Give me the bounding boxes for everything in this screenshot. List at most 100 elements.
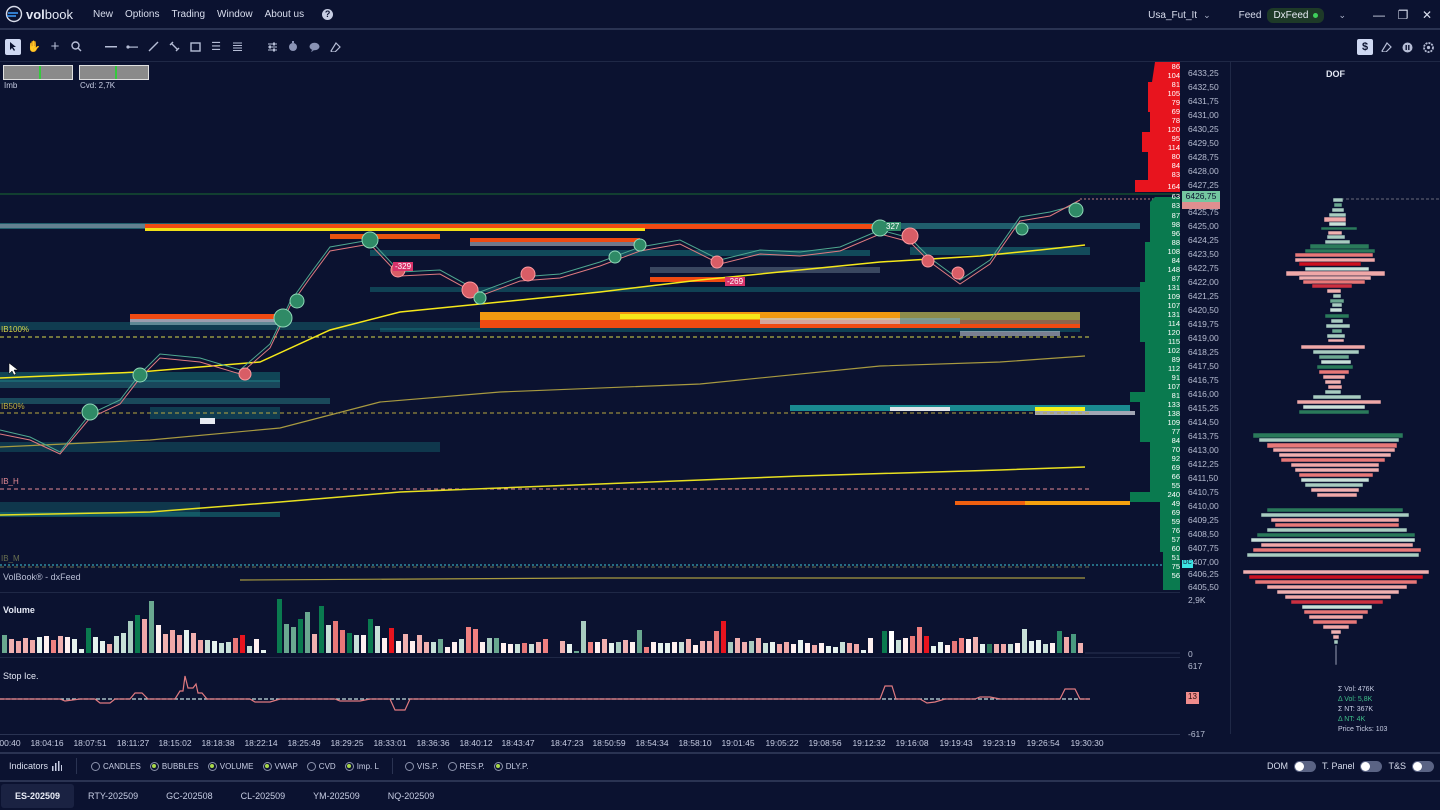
menu-about[interactable]: About us [264, 8, 305, 20]
dollar-icon[interactable]: $ [1357, 39, 1373, 55]
bid-size: 89 [1171, 355, 1180, 364]
heatmap-chart[interactable]: Imb Cvd: 2,7K IB100% IB50% IB_H IB_M Vol… [0, 62, 1180, 590]
time-tick: 19:19:43 [939, 738, 973, 748]
ts-toggle[interactable] [1412, 760, 1434, 772]
price-tick: 6419,00 [1188, 333, 1219, 343]
pause-icon[interactable] [1399, 39, 1415, 55]
ask-size: 78 [1171, 116, 1180, 125]
price-tick: 6427,25 [1188, 180, 1219, 190]
price-tick: 6406,25 [1188, 569, 1219, 579]
menu-new[interactable]: New [93, 8, 114, 20]
radio-dly-p[interactable]: DLY.P. [493, 761, 528, 771]
feed-selector[interactable]: DxFeed [1267, 7, 1325, 23]
ask-size: 95 [1171, 134, 1180, 143]
multi-lines-icon[interactable] [229, 39, 245, 55]
ray-icon[interactable] [124, 39, 140, 55]
indicators-bar: Indicators CANDLES BUBBLES VOLUME VWAP C… [0, 752, 1440, 778]
indicators-button[interactable]: Indicators [9, 761, 63, 771]
fib-icon[interactable] [166, 39, 182, 55]
bubble-label-327: 327 [884, 222, 902, 231]
volume-pane[interactable]: Volume [0, 592, 1180, 654]
bid-size: 81 [1171, 391, 1180, 400]
cvd-gauge [79, 65, 149, 80]
stop-current-value: 13 [1186, 692, 1199, 704]
restore-button[interactable]: ❐ [1397, 8, 1409, 22]
radio-vwap[interactable]: VWAP [262, 761, 298, 771]
tab-nq[interactable]: NQ-202509 [387, 791, 435, 801]
stop-ice-pane[interactable]: Stop Ice. [0, 657, 1180, 733]
time-tick: 18:07:51 [73, 738, 107, 748]
price-axis[interactable]: 6433,25 6432,50 6431,75 6431,00 6430,25 … [1180, 62, 1228, 602]
hand-icon[interactable]: ✋ [27, 41, 41, 53]
ask-size: 104 [1167, 71, 1180, 80]
eraser-icon[interactable] [1378, 39, 1394, 55]
title-bar: volbook New Options Trading Window About… [0, 0, 1440, 30]
minimize-button[interactable]: — [1373, 8, 1385, 22]
radio-res-p[interactable]: RES.P. [447, 761, 485, 771]
bid-size: 66 [1171, 472, 1180, 481]
lines-icon[interactable]: ☰ [211, 41, 221, 53]
price-tick: 6407,00 [1188, 557, 1219, 567]
price-tick: 6421,25 [1188, 291, 1219, 301]
radio-candles[interactable]: CANDLES [91, 761, 141, 771]
bid-size: 107 [1167, 301, 1180, 310]
close-button[interactable]: ✕ [1421, 8, 1433, 22]
bid-size: 51 [1171, 553, 1180, 562]
feed-status-dot [1313, 12, 1319, 18]
dom-toggle[interactable] [1293, 760, 1316, 772]
volume-label: Volume [3, 605, 35, 615]
settings-sliders-icon[interactable] [264, 39, 280, 55]
t-panel-toggle[interactable] [1360, 760, 1383, 772]
comment-icon[interactable] [306, 39, 322, 55]
volume-axis-max: 2,9K [1188, 595, 1206, 605]
menu-window[interactable]: Window [217, 8, 253, 20]
ask-size: 84 [1171, 161, 1180, 170]
time-tick: 18:40:12 [459, 738, 493, 748]
time-axis[interactable]: 00:40 18:04:16 18:07:51 18:11:27 18:15:0… [0, 734, 1180, 750]
rectangle-icon[interactable] [187, 39, 203, 55]
price-tick: 6428,75 [1188, 152, 1219, 162]
menu-trading[interactable]: Trading [171, 8, 206, 20]
account-selector[interactable]: Usa_Fut_It [1148, 9, 1198, 21]
trend-line-icon[interactable] [145, 39, 161, 55]
imbalance-gauge [3, 65, 73, 80]
radio-imp-l[interactable]: Imp. L [344, 761, 379, 771]
price-tick: 6422,75 [1188, 263, 1219, 273]
radio-bubbles[interactable]: BUBBLES [149, 761, 199, 771]
eraser-icon[interactable] [327, 39, 343, 55]
feed-name: DxFeed [1273, 9, 1309, 21]
radio-volume[interactable]: VOLUME [207, 761, 254, 771]
chevron-down-icon[interactable]: ⌄ [1203, 9, 1211, 20]
price-tick: 6412,25 [1188, 459, 1219, 469]
radio-dot [207, 761, 217, 771]
bid-size: 55 [1171, 481, 1180, 490]
bar-chart-icon [52, 761, 63, 771]
tab-rty[interactable]: RTY-202509 [88, 791, 139, 801]
radio-vis-p[interactable]: VIS.P. [404, 761, 439, 771]
radio-cvd[interactable]: CVD [306, 761, 336, 771]
price-tick: 6420,50 [1188, 305, 1219, 315]
price-tick: 6417,50 [1188, 361, 1219, 371]
tab-ym[interactable]: YM-202509 [313, 791, 360, 801]
help-icon[interactable]: ? [322, 8, 334, 20]
crosshair-icon[interactable]: + [50, 38, 60, 55]
menu-options[interactable]: Options [125, 8, 160, 20]
timer-icon[interactable] [285, 39, 301, 55]
tab-es[interactable]: ES-202509 [1, 784, 75, 808]
price-tick: 6431,75 [1188, 96, 1219, 106]
pointer-icon[interactable] [5, 38, 21, 55]
bid-size: 63 [1171, 192, 1180, 201]
time-tick: 18:50:59 [592, 738, 626, 748]
price-tick: 6410,75 [1188, 487, 1219, 497]
time-tick: 19:23:19 [982, 738, 1016, 748]
zoom-icon[interactable] [68, 39, 84, 55]
ask-size: 105 [1167, 89, 1180, 98]
tab-cl[interactable]: CL-202509 [240, 791, 286, 801]
settings-icon[interactable] [1420, 39, 1436, 55]
chevron-down-icon[interactable]: ⌄ [1338, 9, 1346, 20]
bid-size: 49 [1171, 499, 1180, 508]
tab-gc[interactable]: GC-202508 [166, 791, 213, 801]
indicators-label: Indicators [9, 761, 49, 771]
divider [391, 758, 393, 774]
horizontal-line-icon[interactable] [103, 39, 119, 55]
